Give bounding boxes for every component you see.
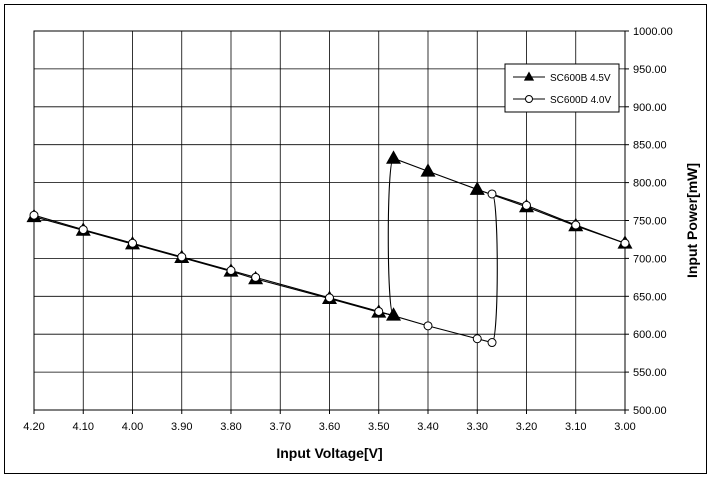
y-tick-label: 800.00 (633, 178, 667, 190)
x-tick-label: 3.80 (220, 421, 241, 433)
x-tick-label: 4.20 (23, 421, 44, 433)
sc600d-point (472, 334, 482, 344)
legend-marker-circle (525, 95, 533, 103)
legend-label: SC600B 4.5V (550, 73, 611, 84)
legend-label: SC600D 4.0V (550, 95, 611, 106)
y-tick-label: 650.00 (633, 291, 667, 303)
y-tick-label: 750.00 (633, 216, 667, 228)
sc600b-point (386, 150, 402, 164)
sc600b-point (469, 181, 485, 195)
y-tick-label: 1000.00 (633, 26, 673, 38)
sc600d-point (571, 220, 581, 230)
x-tick-label: 3.50 (368, 421, 389, 433)
x-tick-label: 3.20 (516, 421, 537, 433)
sc600d-point (487, 338, 497, 348)
x-tick-label: 3.30 (467, 421, 488, 433)
sc600d-point (29, 210, 39, 220)
y-tick-label: 550.00 (633, 367, 667, 379)
y-tick-label: 850.00 (633, 140, 667, 152)
x-tick-label: 3.00 (614, 421, 635, 433)
sc600d-point (374, 306, 384, 316)
sc600d-point (522, 200, 531, 210)
sc600d-point (177, 252, 187, 262)
sc600d-point (620, 238, 630, 248)
chart-frame (4, 4, 707, 474)
x-axis-title: Input Voltage[V] (276, 445, 382, 461)
sc600b-point (420, 163, 436, 177)
legend-box (504, 63, 620, 113)
sc600d-point (423, 321, 433, 331)
sc600b-point (386, 307, 402, 321)
x-tick-label: 3.40 (417, 421, 438, 433)
y-tick-label: 500.00 (633, 405, 667, 417)
sc600d-point (226, 266, 236, 276)
x-tick-label: 3.90 (171, 421, 192, 433)
legend-marker-triangle (523, 71, 535, 81)
sc600d-point (78, 225, 88, 235)
x-tick-label: 4.00 (122, 421, 143, 433)
x-tick-label: 3.10 (565, 421, 586, 433)
sc600d-point (325, 293, 334, 303)
sc600d-point (128, 238, 137, 248)
x-tick-label: 3.60 (319, 421, 340, 433)
y-axis-title: Input Power[mW] (684, 163, 700, 278)
sc600d-point (251, 272, 261, 282)
y-tick-label: 600.00 (633, 329, 667, 341)
x-tick-label: 3.70 (270, 421, 291, 433)
y-tick-label: 900.00 (633, 102, 667, 114)
y-tick-label: 950.00 (633, 64, 667, 76)
sc600d-point (487, 189, 497, 199)
y-tick-label: 700.00 (633, 253, 667, 265)
x-tick-label: 4.10 (73, 421, 94, 433)
